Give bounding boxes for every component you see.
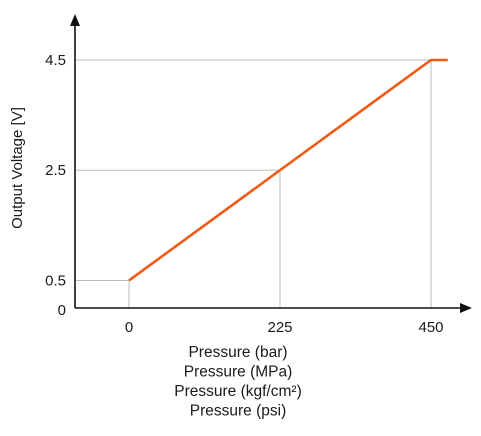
y-axis-arrow (70, 14, 80, 26)
x-tick-label: 0 (125, 319, 133, 336)
x-axis-title-line: Pressure (psi) (190, 403, 286, 420)
x-axis-title-line: Pressure (kgf/cm²) (174, 383, 301, 400)
series-layer (128, 58, 448, 282)
y-tick-label: 4.5 (45, 52, 66, 69)
y-axis-title: Output Voltage [V] (9, 107, 26, 229)
x-axis-title: Pressure (bar) Pressure (MPa) Pressure (kg… (174, 344, 301, 420)
x-axis-title-line: Pressure (bar) (188, 344, 287, 361)
reference-grid (75, 59, 432, 308)
x-axis-title-line: Pressure (MPa) (184, 364, 293, 381)
x-tick-label: 450 (418, 319, 443, 336)
output-voltage-line (128, 58, 448, 282)
x-tick-label: 225 (267, 319, 292, 336)
y-tick-label: 0 (58, 302, 66, 319)
y-tick-label: 0.5 (45, 272, 66, 289)
y-tick-label: 2.5 (45, 162, 66, 179)
x-axis-arrow (460, 303, 472, 313)
axes (70, 14, 472, 313)
tick-labels: 0 0.5 2.5 4.5 0 225 450 (45, 52, 443, 336)
